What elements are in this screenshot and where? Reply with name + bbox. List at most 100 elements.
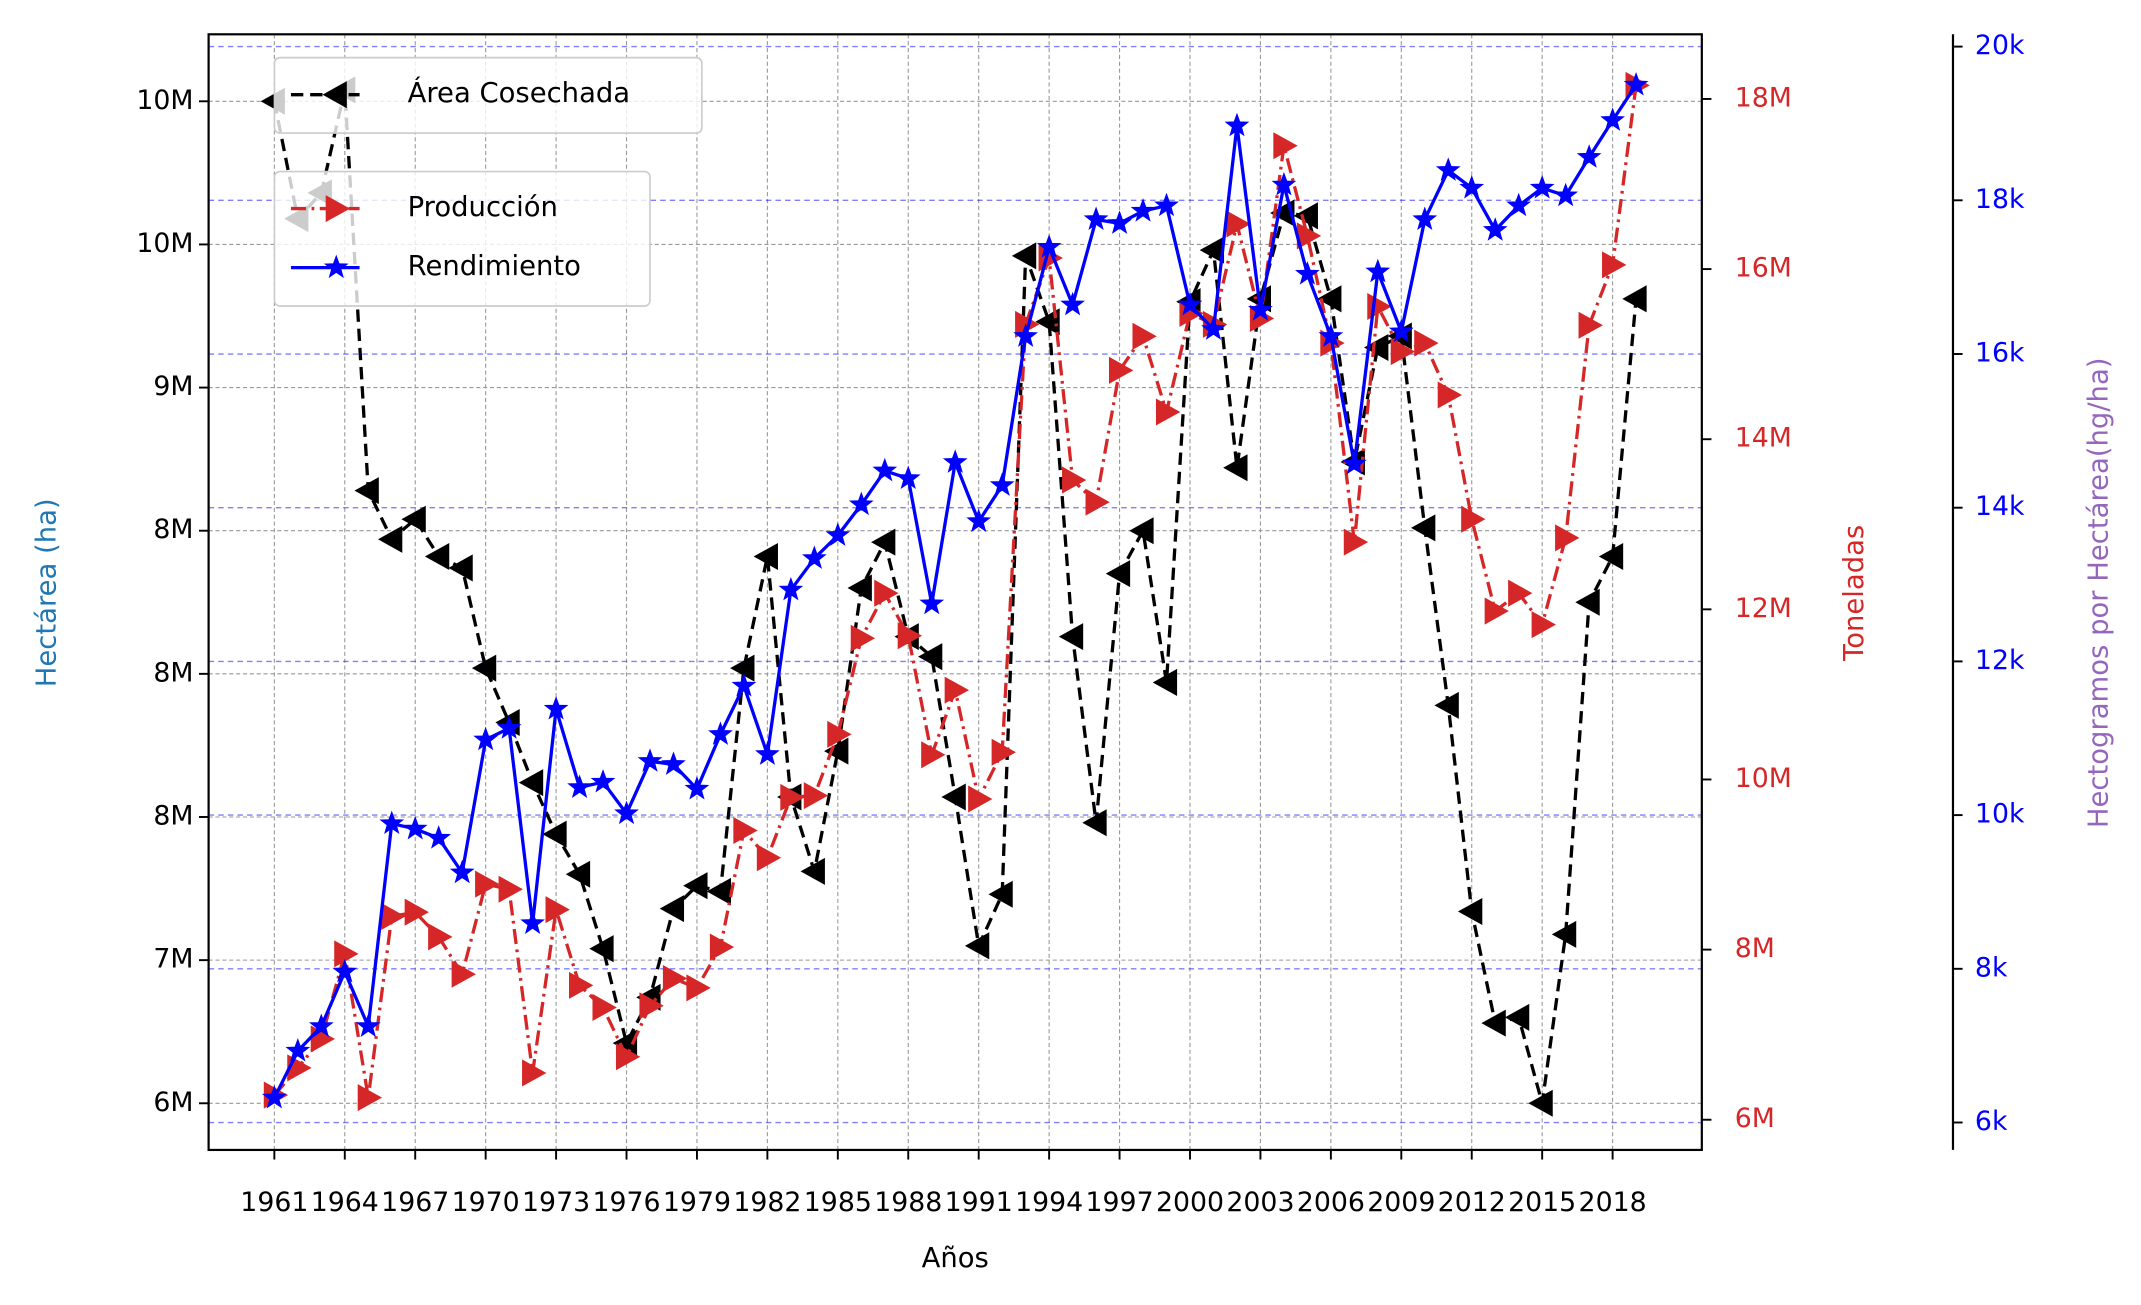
data-point	[1295, 261, 1320, 285]
data-point	[471, 654, 497, 682]
data-point	[426, 825, 452, 849]
data-point	[332, 958, 358, 983]
data-point	[1623, 72, 1649, 96]
data-point	[988, 880, 1013, 908]
data-point	[803, 782, 829, 810]
x-tick-label: 1994	[1015, 1187, 1083, 1218]
data-point	[614, 800, 639, 825]
x-tick-label: 1961	[240, 1187, 308, 1218]
data-point	[1388, 318, 1414, 343]
data-point	[473, 726, 499, 751]
data-point	[848, 491, 874, 516]
legend-label: Área Cosechada	[408, 77, 631, 109]
data-point	[921, 741, 946, 769]
data-point	[941, 783, 966, 811]
data-point	[919, 590, 945, 615]
data-point	[661, 751, 686, 775]
y3-tick-label: 10k	[1975, 799, 2025, 830]
data-point	[1060, 291, 1085, 316]
data-point	[895, 465, 921, 490]
data-point	[615, 1043, 641, 1071]
data-point	[730, 654, 755, 682]
data-point	[753, 542, 778, 570]
data-point	[1155, 398, 1181, 426]
data-point	[1622, 285, 1647, 313]
data-point	[1411, 514, 1436, 542]
data-point	[449, 859, 475, 884]
data-point	[756, 844, 782, 872]
data-point	[404, 898, 429, 926]
data-point	[498, 875, 523, 903]
data-point	[637, 748, 663, 772]
data-point	[968, 785, 993, 813]
data-point	[1506, 192, 1532, 217]
data-point	[801, 545, 827, 569]
data-point	[377, 525, 403, 553]
data-point	[1224, 112, 1250, 137]
plot-frame	[207, 33, 1703, 1152]
legend-swatch-marker	[325, 195, 351, 223]
data-point	[1036, 234, 1062, 258]
data-point	[1318, 323, 1344, 347]
y3-tick-label: 6k	[1975, 1106, 2008, 1137]
data-point	[733, 817, 758, 845]
x-tick-label: 1982	[733, 1187, 801, 1218]
y3-tick-label: 18k	[1975, 184, 2025, 215]
legend: Área Cosechada Producción Rendimiento	[273, 56, 703, 307]
legend-box	[273, 170, 651, 307]
legend-swatch-marker	[322, 81, 347, 109]
data-point	[874, 579, 899, 607]
y-tick-label: 9M	[153, 371, 193, 402]
data-point	[568, 971, 594, 999]
legend-label: Producción	[408, 192, 558, 223]
legend-swatch-marker	[323, 254, 349, 279]
x-tick-label: 2006	[1297, 1187, 1365, 1218]
data-point	[1481, 1009, 1506, 1037]
data-point	[1107, 210, 1132, 234]
data-point	[1528, 1089, 1553, 1117]
data-point	[1129, 517, 1154, 545]
data-point	[683, 872, 708, 900]
data-point	[1293, 202, 1318, 230]
x-tick-label: 1985	[804, 1187, 872, 1218]
data-point	[1531, 611, 1556, 639]
data-point	[1484, 597, 1509, 625]
data-point	[708, 721, 733, 745]
data-point	[684, 775, 710, 800]
data-point	[1154, 192, 1179, 217]
data-point	[662, 965, 688, 993]
data-point	[1177, 291, 1203, 316]
data-point	[1461, 505, 1486, 533]
y-tick-label: 8M	[153, 800, 193, 831]
y2-tick-label: 16M	[1735, 253, 1792, 284]
data-point	[1271, 171, 1297, 196]
x-tick-label: 2012	[1438, 1187, 1506, 1218]
data-point	[1435, 157, 1461, 181]
data-point	[543, 696, 569, 720]
data-point	[1364, 333, 1389, 362]
x-tick-label: 2018	[1579, 1187, 1647, 1218]
data-point	[475, 870, 500, 898]
data-point	[1343, 528, 1369, 556]
y-tick-label: 7M	[153, 944, 193, 975]
data-point	[897, 622, 923, 650]
data-point	[518, 769, 544, 797]
data-point	[1132, 322, 1157, 350]
x-axis-label: Años	[922, 1243, 989, 1274]
data-point	[1457, 897, 1483, 925]
data-point	[917, 643, 943, 671]
x-tick-label: 1997	[1086, 1187, 1154, 1218]
data-point	[827, 720, 852, 748]
legend-label: Rendimiento	[408, 251, 581, 282]
data-point	[451, 960, 476, 988]
data-point	[1600, 107, 1625, 131]
data-point	[1508, 579, 1533, 607]
data-point	[1412, 206, 1438, 231]
data-point	[686, 974, 711, 1002]
data-point	[1082, 809, 1107, 837]
data-point	[825, 522, 851, 546]
x-tick-label: 2009	[1367, 1187, 1435, 1218]
data-point	[871, 528, 896, 556]
data-point	[964, 932, 990, 960]
